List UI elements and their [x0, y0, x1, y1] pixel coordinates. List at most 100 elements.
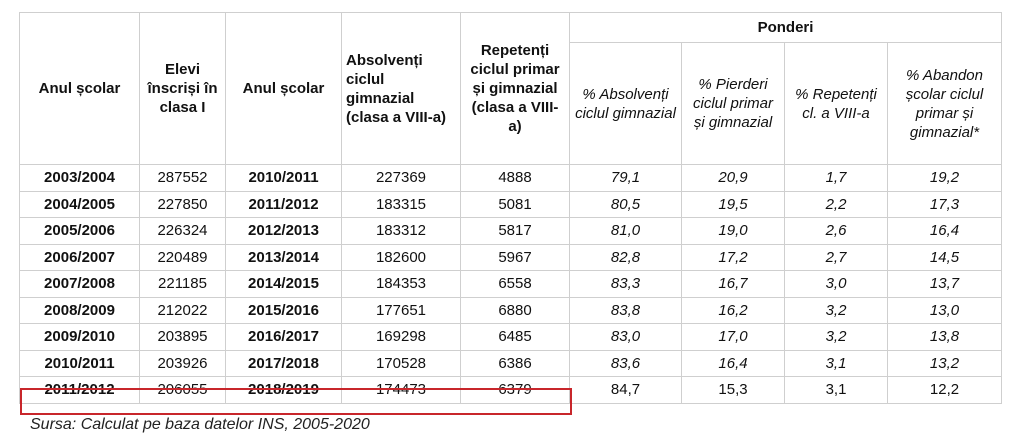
cell-pct-abandon: 13,7 [887, 270, 1002, 298]
header-repetenti: Repetenți ciclul primar și gimnazial (cl… [460, 12, 570, 165]
cell-pct-pierderi: 15,3 [681, 376, 785, 404]
cell-repetenti: 6558 [460, 270, 570, 298]
cell-pct-abandon: 13,0 [887, 296, 1002, 324]
table-row: 2004/2005 227850 2011/2012 183315 5081 80,5 19… [19, 190, 1002, 218]
cell-repetenti: 5967 [460, 243, 570, 271]
cell-absolventi: 177651 [341, 296, 461, 324]
cell-anul-scolar-1: 2011/2012 [19, 376, 140, 404]
cell-pct-absolventi: 80,5 [569, 190, 682, 218]
cell-anul-scolar-1: 2006/2007 [19, 243, 140, 271]
cell-pct-absolventi: 83,6 [569, 349, 682, 377]
table-row: 2003/2004 287552 2010/2011 227369 4888 79,1 20… [19, 164, 1002, 192]
cell-pct-absolventi: 83,0 [569, 323, 682, 351]
cell-absolventi: 174473 [341, 376, 461, 404]
cell-pct-abandon: 16,4 [887, 217, 1002, 245]
cell-pct-pierderi: 16,4 [681, 349, 785, 377]
header-pct-pierderi: % Pierderi ciclul primar și gimnazial [681, 42, 785, 165]
cell-pct-repetenti: 3,0 [784, 270, 888, 298]
table-row: 2009/2010 203895 2016/2017 169298 6485 83,0 17… [19, 323, 1002, 351]
cell-absolventi: 170528 [341, 349, 461, 377]
cell-pct-abandon: 19,2 [887, 164, 1002, 192]
table-row: 2006/2007 220489 2013/2014 182600 5967 82,8 17… [19, 243, 1002, 271]
header-pct-absolventi: % Absolvenți ciclul gimnazial [569, 42, 682, 165]
cell-pct-absolventi: 79,1 [569, 164, 682, 192]
header-absolventi: Absolvenți ciclul gimnazial (clasa a VII… [341, 12, 461, 165]
cell-pct-repetenti: 3,2 [784, 323, 888, 351]
cell-absolventi: 182600 [341, 243, 461, 271]
cell-pct-absolventi: 81,0 [569, 217, 682, 245]
cell-anul-scolar-1: 2009/2010 [19, 323, 140, 351]
cell-anul-scolar-2: 2011/2012 [225, 190, 342, 218]
cell-elevi-inscrisi: 227850 [139, 190, 226, 218]
cell-anul-scolar-2: 2018/2019 [225, 376, 342, 404]
cell-absolventi: 183312 [341, 217, 461, 245]
cell-repetenti: 4888 [460, 164, 570, 192]
cell-elevi-inscrisi: 220489 [139, 243, 226, 271]
cell-anul-scolar-2: 2013/2014 [225, 243, 342, 271]
cell-anul-scolar-2: 2015/2016 [225, 296, 342, 324]
cell-elevi-inscrisi: 221185 [139, 270, 226, 298]
cell-anul-scolar-2: 2016/2017 [225, 323, 342, 351]
cell-anul-scolar-1: 2008/2009 [19, 296, 140, 324]
cell-pct-abandon: 12,2 [887, 376, 1002, 404]
cell-absolventi: 227369 [341, 164, 461, 192]
cell-anul-scolar-2: 2017/2018 [225, 349, 342, 377]
header-anul-scolar-1: Anul școlar [19, 12, 140, 165]
cell-pct-abandon: 14,5 [887, 243, 1002, 271]
cell-elevi-inscrisi: 206055 [139, 376, 226, 404]
cell-pct-absolventi: 83,3 [569, 270, 682, 298]
cell-pct-abandon: 17,3 [887, 190, 1002, 218]
table-row: 2005/2006 226324 2012/2013 183312 5817 81,0 19… [19, 217, 1002, 245]
cell-anul-scolar-1: 2004/2005 [19, 190, 140, 218]
cell-pct-pierderi: 16,7 [681, 270, 785, 298]
cell-pct-repetenti: 2,6 [784, 217, 888, 245]
table-row: 2008/2009 212022 2015/2016 177651 6880 83,8 16… [19, 296, 1002, 324]
table-row: 2011/2012 206055 2018/2019 174473 6379 84,7 15… [19, 376, 1002, 404]
data-table: Anul școlar Elevi înscriși în clasa I An… [19, 12, 1002, 404]
header-pct-repetenti: % Repetenți cl. a VIII-a [784, 42, 888, 165]
cell-anul-scolar-1: 2005/2006 [19, 217, 140, 245]
cell-pct-repetenti: 2,2 [784, 190, 888, 218]
cell-pct-pierderi: 19,0 [681, 217, 785, 245]
cell-pct-abandon: 13,8 [887, 323, 1002, 351]
cell-anul-scolar-1: 2010/2011 [19, 349, 140, 377]
cell-repetenti: 6386 [460, 349, 570, 377]
cell-anul-scolar-2: 2012/2013 [225, 217, 342, 245]
cell-pct-pierderi: 17,2 [681, 243, 785, 271]
cell-pct-pierderi: 20,9 [681, 164, 785, 192]
cell-absolventi: 184353 [341, 270, 461, 298]
cell-repetenti: 5081 [460, 190, 570, 218]
cell-repetenti: 6379 [460, 376, 570, 404]
cell-elevi-inscrisi: 203926 [139, 349, 226, 377]
cell-pct-abandon: 13,2 [887, 349, 1002, 377]
cell-anul-scolar-1: 2003/2004 [19, 164, 140, 192]
cell-anul-scolar-2: 2014/2015 [225, 270, 342, 298]
table-row: 2007/2008 221185 2014/2015 184353 6558 83,3 16… [19, 270, 1002, 298]
cell-elevi-inscrisi: 226324 [139, 217, 226, 245]
cell-pct-repetenti: 1,7 [784, 164, 888, 192]
cell-absolventi: 183315 [341, 190, 461, 218]
cell-pct-absolventi: 84,7 [569, 376, 682, 404]
cell-pct-repetenti: 3,1 [784, 376, 888, 404]
cell-elevi-inscrisi: 203895 [139, 323, 226, 351]
cell-pct-absolventi: 83,8 [569, 296, 682, 324]
cell-pct-pierderi: 19,5 [681, 190, 785, 218]
cell-pct-repetenti: 3,1 [784, 349, 888, 377]
header-pct-abandon: % Abandon școlar ciclul primar și gimnaz… [887, 42, 1002, 165]
cell-pct-repetenti: 3,2 [784, 296, 888, 324]
cell-pct-repetenti: 2,7 [784, 243, 888, 271]
header-elevi-inscrisi: Elevi înscriși în clasa I [139, 12, 226, 165]
cell-repetenti: 6880 [460, 296, 570, 324]
header-ponderi: Ponderi [569, 12, 1002, 43]
cell-pct-absolventi: 82,8 [569, 243, 682, 271]
cell-pct-pierderi: 16,2 [681, 296, 785, 324]
cell-pct-pierderi: 17,0 [681, 323, 785, 351]
header-anul-scolar-2: Anul școlar [225, 12, 342, 165]
cell-absolventi: 169298 [341, 323, 461, 351]
cell-anul-scolar-2: 2010/2011 [225, 164, 342, 192]
cell-elevi-inscrisi: 212022 [139, 296, 226, 324]
table-row: 2010/2011 203926 2017/2018 170528 6386 83,6 16… [19, 349, 1002, 377]
cell-repetenti: 6485 [460, 323, 570, 351]
cell-repetenti: 5817 [460, 217, 570, 245]
cell-anul-scolar-1: 2007/2008 [19, 270, 140, 298]
